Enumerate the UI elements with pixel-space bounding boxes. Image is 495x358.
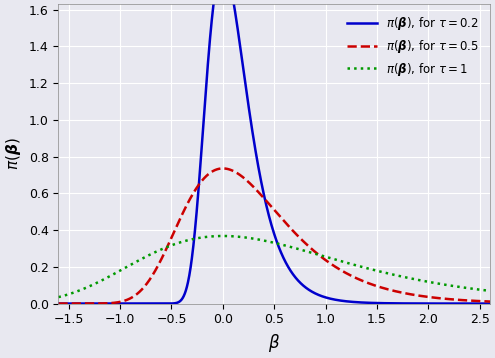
$\pi(\boldsymbol{\beta})$, for $\tau = 1$ — [220, 234, 226, 238]
$\pi(\boldsymbol{\beta})$, for $\tau = 1$ — [475, 287, 481, 291]
$\pi(\boldsymbol{\beta})$, for $\tau = 0.5$ — [220, 166, 226, 170]
$\pi(\boldsymbol{\beta})$, for $\tau = 1$ — [254, 237, 260, 241]
$\pi(\boldsymbol{\beta})$, for $\tau = 1$ — [78, 288, 84, 292]
$\pi(\boldsymbol{\beta})$, for $\tau = 0.2$ — [475, 301, 481, 306]
$\pi(\boldsymbol{\beta})$, for $\tau = 0.2$ — [254, 158, 260, 162]
$\pi(\boldsymbol{\beta})$, for $\tau = 0.5$ — [254, 189, 260, 193]
$\pi(\boldsymbol{\beta})$, for $\tau = 0.2$ — [55, 301, 61, 306]
$\pi(\boldsymbol{\beta})$, for $\tau = 0.2$ — [265, 212, 271, 216]
$\pi(\boldsymbol{\beta})$, for $\tau = 1$ — [55, 295, 61, 299]
Line: $\pi(\boldsymbol{\beta})$, for $\tau = 1$: $\pi(\boldsymbol{\beta})$, for $\tau = 1… — [58, 236, 490, 297]
$\pi(\boldsymbol{\beta})$, for $\tau = 0.5$ — [475, 299, 481, 303]
$\pi(\boldsymbol{\beta})$, for $\tau = 1$ — [396, 274, 401, 278]
$\pi(\boldsymbol{\beta})$, for $\tau = 1$ — [265, 240, 271, 244]
$\pi(\boldsymbol{\beta})$, for $\tau = 1$ — [487, 289, 493, 293]
Legend: $\pi(\boldsymbol{\beta})$, for $\tau = 0.2$, $\pi(\boldsymbol{\beta})$, for $\ta: $\pi(\boldsymbol{\beta})$, for $\tau = 0… — [343, 10, 484, 82]
$\pi(\boldsymbol{\beta})$, for $\tau = 0.2$ — [475, 301, 481, 306]
Y-axis label: $\pi(\boldsymbol{\beta})$: $\pi(\boldsymbol{\beta})$ — [4, 137, 23, 170]
$\pi(\boldsymbol{\beta})$, for $\tau = 0.5$ — [396, 290, 401, 294]
$\pi(\boldsymbol{\beta})$, for $\tau = 0.5$ — [487, 299, 493, 304]
$\pi(\boldsymbol{\beta})$, for $\tau = 0.2$ — [78, 301, 84, 306]
$\pi(\boldsymbol{\beta})$, for $\tau = 0.2$ — [396, 301, 401, 305]
$\pi(\boldsymbol{\beta})$, for $\tau = 0.5$ — [78, 301, 84, 306]
$\pi(\boldsymbol{\beta})$, for $\tau = 0.5$ — [265, 201, 271, 205]
$\pi(\boldsymbol{\beta})$, for $\tau = 1$ — [475, 287, 481, 291]
$\pi(\boldsymbol{\beta})$, for $\tau = 0.5$ — [475, 299, 481, 303]
$\pi(\boldsymbol{\beta})$, for $\tau = 0.2$ — [487, 301, 493, 306]
$\pi(\boldsymbol{\beta})$, for $\tau = 0.5$ — [55, 301, 61, 306]
Line: $\pi(\boldsymbol{\beta})$, for $\tau = 0.2$: $\pi(\boldsymbol{\beta})$, for $\tau = 0… — [58, 0, 490, 304]
X-axis label: $\beta$: $\beta$ — [268, 332, 280, 354]
Line: $\pi(\boldsymbol{\beta})$, for $\tau = 0.5$: $\pi(\boldsymbol{\beta})$, for $\tau = 0… — [58, 168, 490, 304]
